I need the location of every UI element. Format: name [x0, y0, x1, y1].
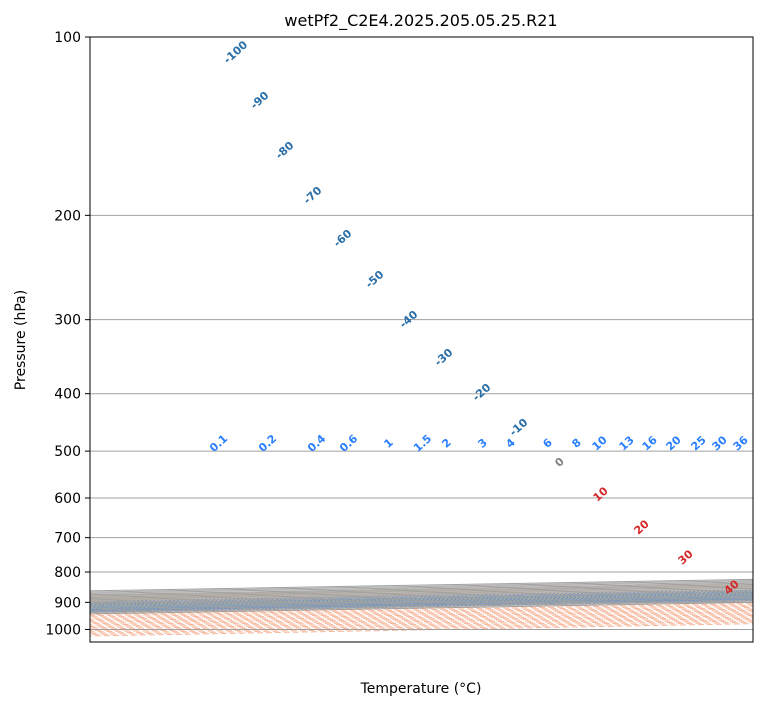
y-tick-label: 900 — [54, 595, 81, 611]
y-tick-label: 700 — [54, 531, 81, 547]
y-tick-label: 200 — [54, 208, 81, 224]
x-axis-title: Temperature (°C) — [360, 681, 482, 697]
y-axis-ticks: 100 200 300 400 500 600 700 800 900 1000 — [45, 30, 90, 638]
y-tick-label: 600 — [54, 491, 81, 507]
chart-title: wetPf2_C2E4.2025.205.05.25.R21 — [284, 11, 557, 31]
y-tick-label: 800 — [54, 565, 81, 581]
y-tick-label: 400 — [54, 387, 81, 403]
y-tick-label: 1000 — [45, 622, 81, 638]
y-tick-label: 100 — [54, 30, 81, 46]
plot-frame — [89, 36, 754, 643]
y-axis-title: Pressure (hPa) — [13, 290, 29, 390]
y-tick-label: 300 — [54, 313, 81, 329]
y-tick-label: 500 — [54, 444, 81, 460]
pressure-gridlines — [90, 37, 753, 630]
